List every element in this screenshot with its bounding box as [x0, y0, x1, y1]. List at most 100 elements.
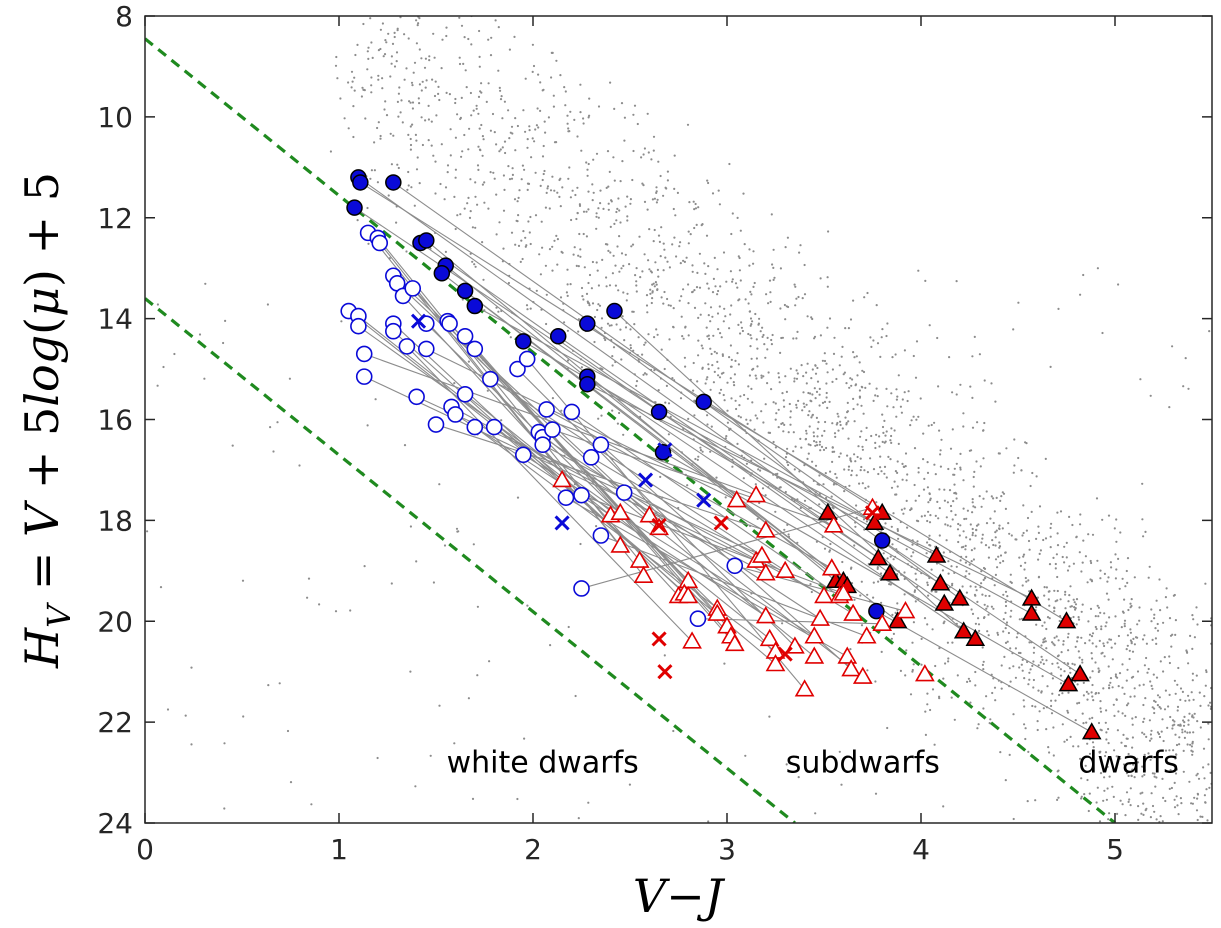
background-star-dot: [876, 395, 879, 398]
background-star-dot: [1191, 753, 1194, 756]
background-star-dot: [415, 19, 418, 22]
background-star-dot: [537, 126, 540, 129]
filled-circle-marker: [466, 297, 484, 315]
background-star-dot: [895, 415, 898, 418]
background-star-dot: [1089, 578, 1092, 581]
background-star-dot: [1121, 803, 1124, 806]
open-circle-marker: [518, 350, 536, 368]
background-star-dot: [717, 328, 720, 331]
background-star-dot: [619, 180, 622, 183]
background-star-dot: [1054, 567, 1057, 570]
background-star-dot: [514, 149, 517, 152]
background-star-dot: [1075, 598, 1079, 601]
background-star-dot: [884, 522, 887, 525]
background-star-dot: [728, 327, 731, 330]
background-star-dot: [1144, 697, 1147, 700]
background-star-dot: [761, 326, 764, 329]
background-star-dot: [1066, 662, 1069, 665]
background-star-dot: [819, 449, 822, 452]
background-star-dot: [340, 320, 343, 323]
background-star-dot: [1030, 510, 1033, 513]
background-star-dot: [1187, 387, 1190, 390]
background-star-dot: [398, 86, 401, 89]
background-star-dot: [860, 404, 863, 407]
background-star-dot: [826, 371, 829, 374]
background-star-dot: [1188, 699, 1191, 702]
x-marker: [554, 515, 570, 531]
background-star-dot: [843, 490, 846, 493]
background-star-dot: [664, 256, 667, 259]
background-star-dot: [1077, 618, 1081, 621]
background-star-dot: [853, 453, 856, 456]
background-star-dot: [1000, 664, 1003, 667]
background-star-dot: [754, 414, 757, 417]
open-circle-marker: [592, 527, 610, 544]
background-star-dot: [683, 260, 687, 263]
background-star-dot: [541, 89, 544, 92]
background-star-dot: [783, 423, 786, 426]
background-star-dot: [1098, 639, 1101, 643]
background-star-dot: [643, 147, 647, 150]
background-star-dot: [1012, 817, 1015, 821]
background-star-dot: [1038, 505, 1042, 508]
background-star-dot: [792, 431, 795, 434]
background-star-dot: [481, 135, 484, 138]
background-star-dot: [892, 512, 895, 515]
background-star-dot: [703, 262, 706, 265]
background-star-dot: [818, 404, 821, 407]
background-star-dot: [879, 572, 883, 575]
background-star-dot: [1023, 723, 1026, 726]
background-star-dot: [1105, 798, 1108, 801]
background-star-dot: [663, 290, 666, 294]
background-star-dot: [538, 253, 541, 256]
background-star-dot: [522, 230, 525, 233]
background-star-dot: [1045, 586, 1048, 589]
background-star-dot: [811, 368, 814, 371]
background-star-dot: [1091, 657, 1094, 660]
background-star-dot: [1035, 623, 1038, 626]
background-star-dot: [729, 377, 732, 380]
connector-line: [565, 497, 848, 658]
background-star-dot: [1147, 576, 1150, 579]
background-star-dot: [648, 268, 651, 271]
background-star-dot: [1175, 743, 1179, 747]
background-star-dot: [1087, 533, 1090, 536]
background-star-dot: [579, 248, 582, 251]
background-star-dot: [986, 630, 989, 633]
background-star-dot: [1150, 684, 1153, 688]
background-star-dot: [563, 321, 566, 324]
background-star-dot: [943, 488, 946, 491]
background-star-dot: [882, 431, 885, 434]
background-star-dot: [524, 236, 527, 239]
background-star-dot: [500, 419, 503, 422]
background-star-dot: [407, 133, 410, 136]
background-star-dot: [416, 24, 419, 27]
background-star-dot: [476, 605, 479, 608]
background-star-dot: [1037, 575, 1041, 579]
background-star-dot: [1138, 619, 1141, 622]
background-star-dot: [1043, 637, 1046, 640]
background-star-dot: [705, 326, 708, 329]
background-star-dot: [994, 544, 997, 547]
background-star-dot: [1101, 651, 1104, 654]
background-star-dot: [1100, 625, 1103, 628]
background-star-dot: [242, 715, 245, 718]
background-star-dot: [453, 195, 456, 198]
background-star-dot: [548, 207, 551, 210]
background-star-dot: [666, 179, 670, 182]
background-star-dot: [645, 373, 648, 376]
background-star-dot: [1199, 726, 1202, 729]
background-star-dot: [516, 200, 519, 203]
background-star-dot: [784, 456, 788, 459]
background-star-dot: [892, 632, 896, 636]
background-star-dot: [807, 414, 810, 417]
background-star-dot: [814, 397, 817, 400]
background-star-dot: [1117, 634, 1120, 638]
background-star-dot: [937, 517, 940, 520]
y-tick-label: 22: [97, 706, 133, 739]
background-star-dot: [896, 602, 899, 605]
background-star-dot: [783, 405, 786, 408]
background-star-dot: [1203, 794, 1206, 797]
background-star-dot: [722, 320, 725, 323]
background-star-dot: [869, 336, 872, 339]
